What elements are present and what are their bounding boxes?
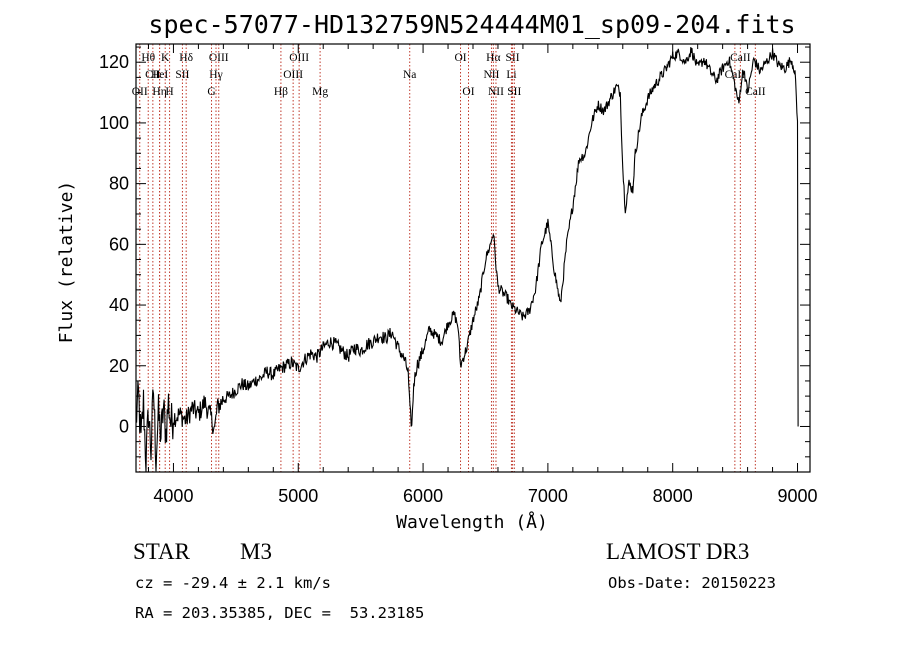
coordinates: RA = 203.35385, DEC = 53.23185: [135, 604, 425, 622]
line-marker-label: OIII: [289, 52, 309, 64]
line-marker-label: G: [207, 86, 215, 98]
x-axis-label: Wavelength (Å): [396, 511, 548, 533]
line-marker-label: K: [161, 52, 170, 64]
line-marker-label: OI: [454, 52, 466, 64]
object-subclass: M3: [240, 539, 272, 564]
line-marker-label: Li: [506, 69, 516, 81]
line-marker-label: SII: [506, 52, 520, 64]
x-tick-label: 9000: [777, 486, 817, 506]
object-class: STAR: [133, 539, 190, 564]
y-tick-label: 60: [109, 234, 129, 254]
line-marker-label: Mg: [312, 86, 328, 98]
line-marker-label: H: [165, 86, 173, 98]
x-tick-label: 8000: [653, 486, 693, 506]
line-marker-label: Hγ: [209, 69, 222, 81]
line-marker-label: CaII: [730, 52, 751, 64]
line-marker-label: CII: [145, 69, 161, 81]
observation-date: Obs-Date: 20150223: [608, 574, 776, 592]
line-marker-label: CaII: [745, 86, 766, 98]
y-axis-label: Flux (relative): [56, 181, 77, 344]
line-marker-label: NII: [483, 69, 499, 81]
line-marker-label: Hθ: [141, 52, 155, 64]
line-marker-label: Na: [403, 69, 416, 81]
y-tick-label: 120: [99, 52, 129, 72]
line-marker-label: NII: [488, 86, 504, 98]
x-tick-label: 4000: [153, 486, 193, 506]
line-marker-label: SII: [507, 86, 521, 98]
y-tick-label: 40: [109, 295, 129, 315]
x-tick-label: 6000: [403, 486, 443, 506]
x-tick-label: 5000: [278, 486, 318, 506]
survey-label: LAMOST DR3: [606, 539, 750, 564]
spectrum-chart: spec-57077-HD132759N524444M01_sp09-204.f…: [56, 10, 818, 533]
line-marker-label: Hα: [486, 52, 500, 64]
chart-title: spec-57077-HD132759N524444M01_sp09-204.f…: [148, 10, 795, 39]
line-marker-label: SII: [175, 69, 189, 81]
y-tick-label: 100: [99, 113, 129, 133]
y-tick-label: 20: [109, 356, 129, 376]
line-marker-label: OIII: [209, 52, 229, 64]
radial-velocity: cz = -29.4 ± 2.1 km/s: [135, 574, 331, 592]
line-marker-label: Hβ: [274, 86, 288, 98]
line-marker-label: Hδ: [179, 52, 193, 64]
line-marker-label: OI: [462, 86, 474, 98]
line-marker-label: CaII: [725, 69, 746, 81]
plot-frame: [135, 43, 811, 473]
line-marker-label: OII: [132, 86, 148, 98]
spectrum-series-line: [135, 47, 799, 473]
y-tick-label: 80: [109, 174, 129, 194]
line-marker-label: OIII: [283, 69, 303, 81]
line-marker-label: HeI: [151, 69, 168, 81]
y-tick-label: 0: [119, 416, 129, 436]
line-marker-label: Hη: [152, 86, 166, 98]
x-tick-label: 7000: [528, 486, 568, 506]
